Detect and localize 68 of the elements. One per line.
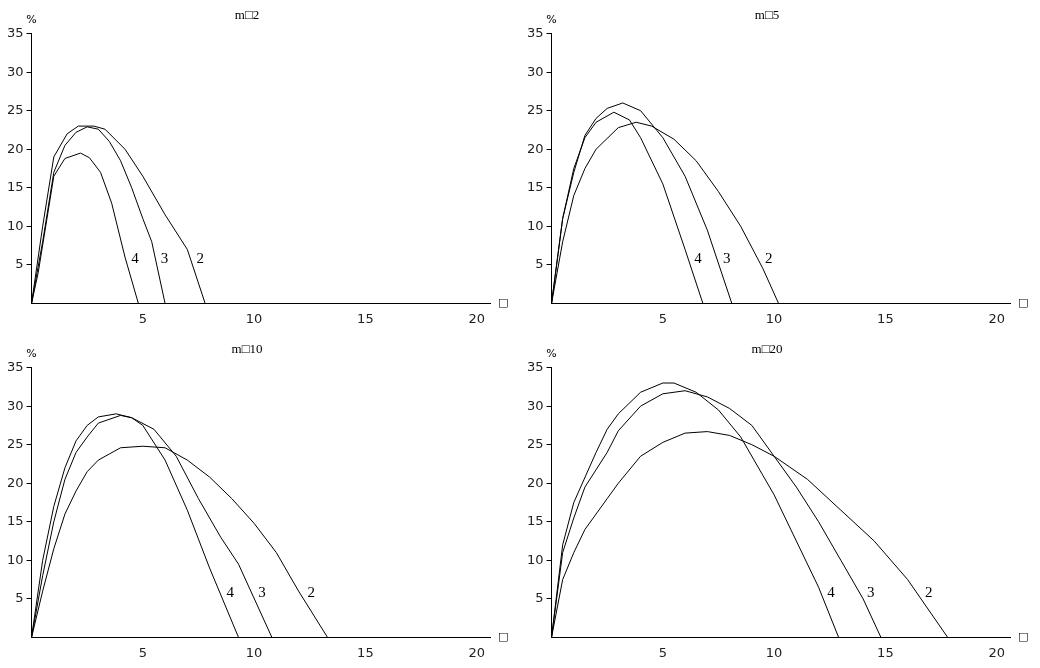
x-axis-title: □ — [1018, 296, 1029, 310]
series-label: 3 — [160, 250, 169, 267]
y-tick-label: 10 — [7, 217, 24, 233]
series-label: 2 — [764, 250, 773, 267]
y-tick-label: 10 — [527, 551, 544, 567]
y-tick-label: 35 — [7, 358, 24, 374]
x-axis-title: □ — [498, 630, 509, 644]
y-tick-label: 15 — [527, 513, 544, 529]
y-tick-label: 5 — [15, 590, 24, 606]
y-tick-label: 5 — [535, 256, 544, 272]
y-tick-label: 30 — [7, 63, 24, 79]
chart-title: m□2 — [234, 7, 260, 23]
series-label: 4 — [226, 584, 235, 601]
y-tick-label: 15 — [7, 513, 24, 529]
series-label: 2 — [307, 584, 315, 601]
x-tick-label: 10 — [765, 644, 783, 660]
x-tick-label: 5 — [658, 644, 667, 660]
y-tick-label: 25 — [7, 102, 24, 118]
series-label: 3 — [258, 584, 266, 601]
y-tick-label: 20 — [7, 140, 24, 156]
x-tick-label: 20 — [988, 310, 1005, 326]
x-tick-label: 15 — [877, 644, 894, 660]
y-tick-label: 35 — [527, 358, 544, 374]
y-tick-label: 25 — [527, 436, 544, 452]
x-tick-label: 5 — [138, 644, 147, 660]
y-tick-label: 10 — [527, 217, 544, 233]
x-tick-label: 10 — [245, 644, 263, 660]
series-label: 2 — [196, 250, 204, 267]
y-tick-label: 30 — [7, 397, 24, 413]
y-axis-title: % — [546, 12, 557, 26]
y-tick-label: 35 — [7, 24, 24, 40]
series-label: 4 — [827, 584, 836, 601]
y-tick-label: 20 — [527, 140, 544, 156]
y-tick-label: 15 — [527, 179, 544, 195]
x-tick-label: 10 — [245, 310, 263, 326]
y-tick-label: 35 — [527, 24, 544, 40]
y-tick-label: 10 — [7, 551, 24, 567]
x-tick-label: 15 — [357, 644, 374, 660]
y-tick-label: 5 — [15, 256, 24, 272]
series-label: 3 — [722, 250, 731, 267]
x-tick-label: 20 — [468, 644, 485, 660]
series-label: 2 — [924, 584, 933, 601]
chart-title: m□20 — [751, 341, 783, 357]
chart-title: m□10 — [231, 341, 263, 357]
x-tick-label: 5 — [138, 310, 147, 326]
y-axis-title: % — [546, 346, 557, 360]
series-label: 4 — [694, 250, 703, 267]
x-tick-label: 5 — [658, 310, 667, 326]
x-tick-label: 10 — [765, 310, 783, 326]
x-tick-label: 20 — [988, 644, 1005, 660]
y-tick-label: 20 — [7, 474, 24, 490]
y-tick-label: 30 — [527, 397, 544, 413]
x-tick-label: 15 — [357, 310, 374, 326]
y-axis-title: % — [26, 346, 37, 360]
x-tick-label: 20 — [468, 310, 485, 326]
y-tick-label: 15 — [7, 179, 24, 195]
y-tick-label: 20 — [527, 474, 544, 490]
x-axis-title: □ — [498, 296, 509, 310]
y-axis-title: % — [26, 12, 37, 26]
y-tick-label: 25 — [7, 436, 24, 452]
x-axis-title: □ — [1018, 630, 1029, 644]
series-label: 3 — [867, 584, 875, 601]
y-tick-label: 25 — [527, 102, 544, 118]
y-tick-label: 5 — [535, 590, 544, 606]
x-tick-label: 15 — [877, 310, 894, 326]
series-label: 4 — [131, 250, 140, 267]
chart-title: m□5 — [754, 7, 780, 23]
y-tick-label: 30 — [527, 63, 544, 79]
